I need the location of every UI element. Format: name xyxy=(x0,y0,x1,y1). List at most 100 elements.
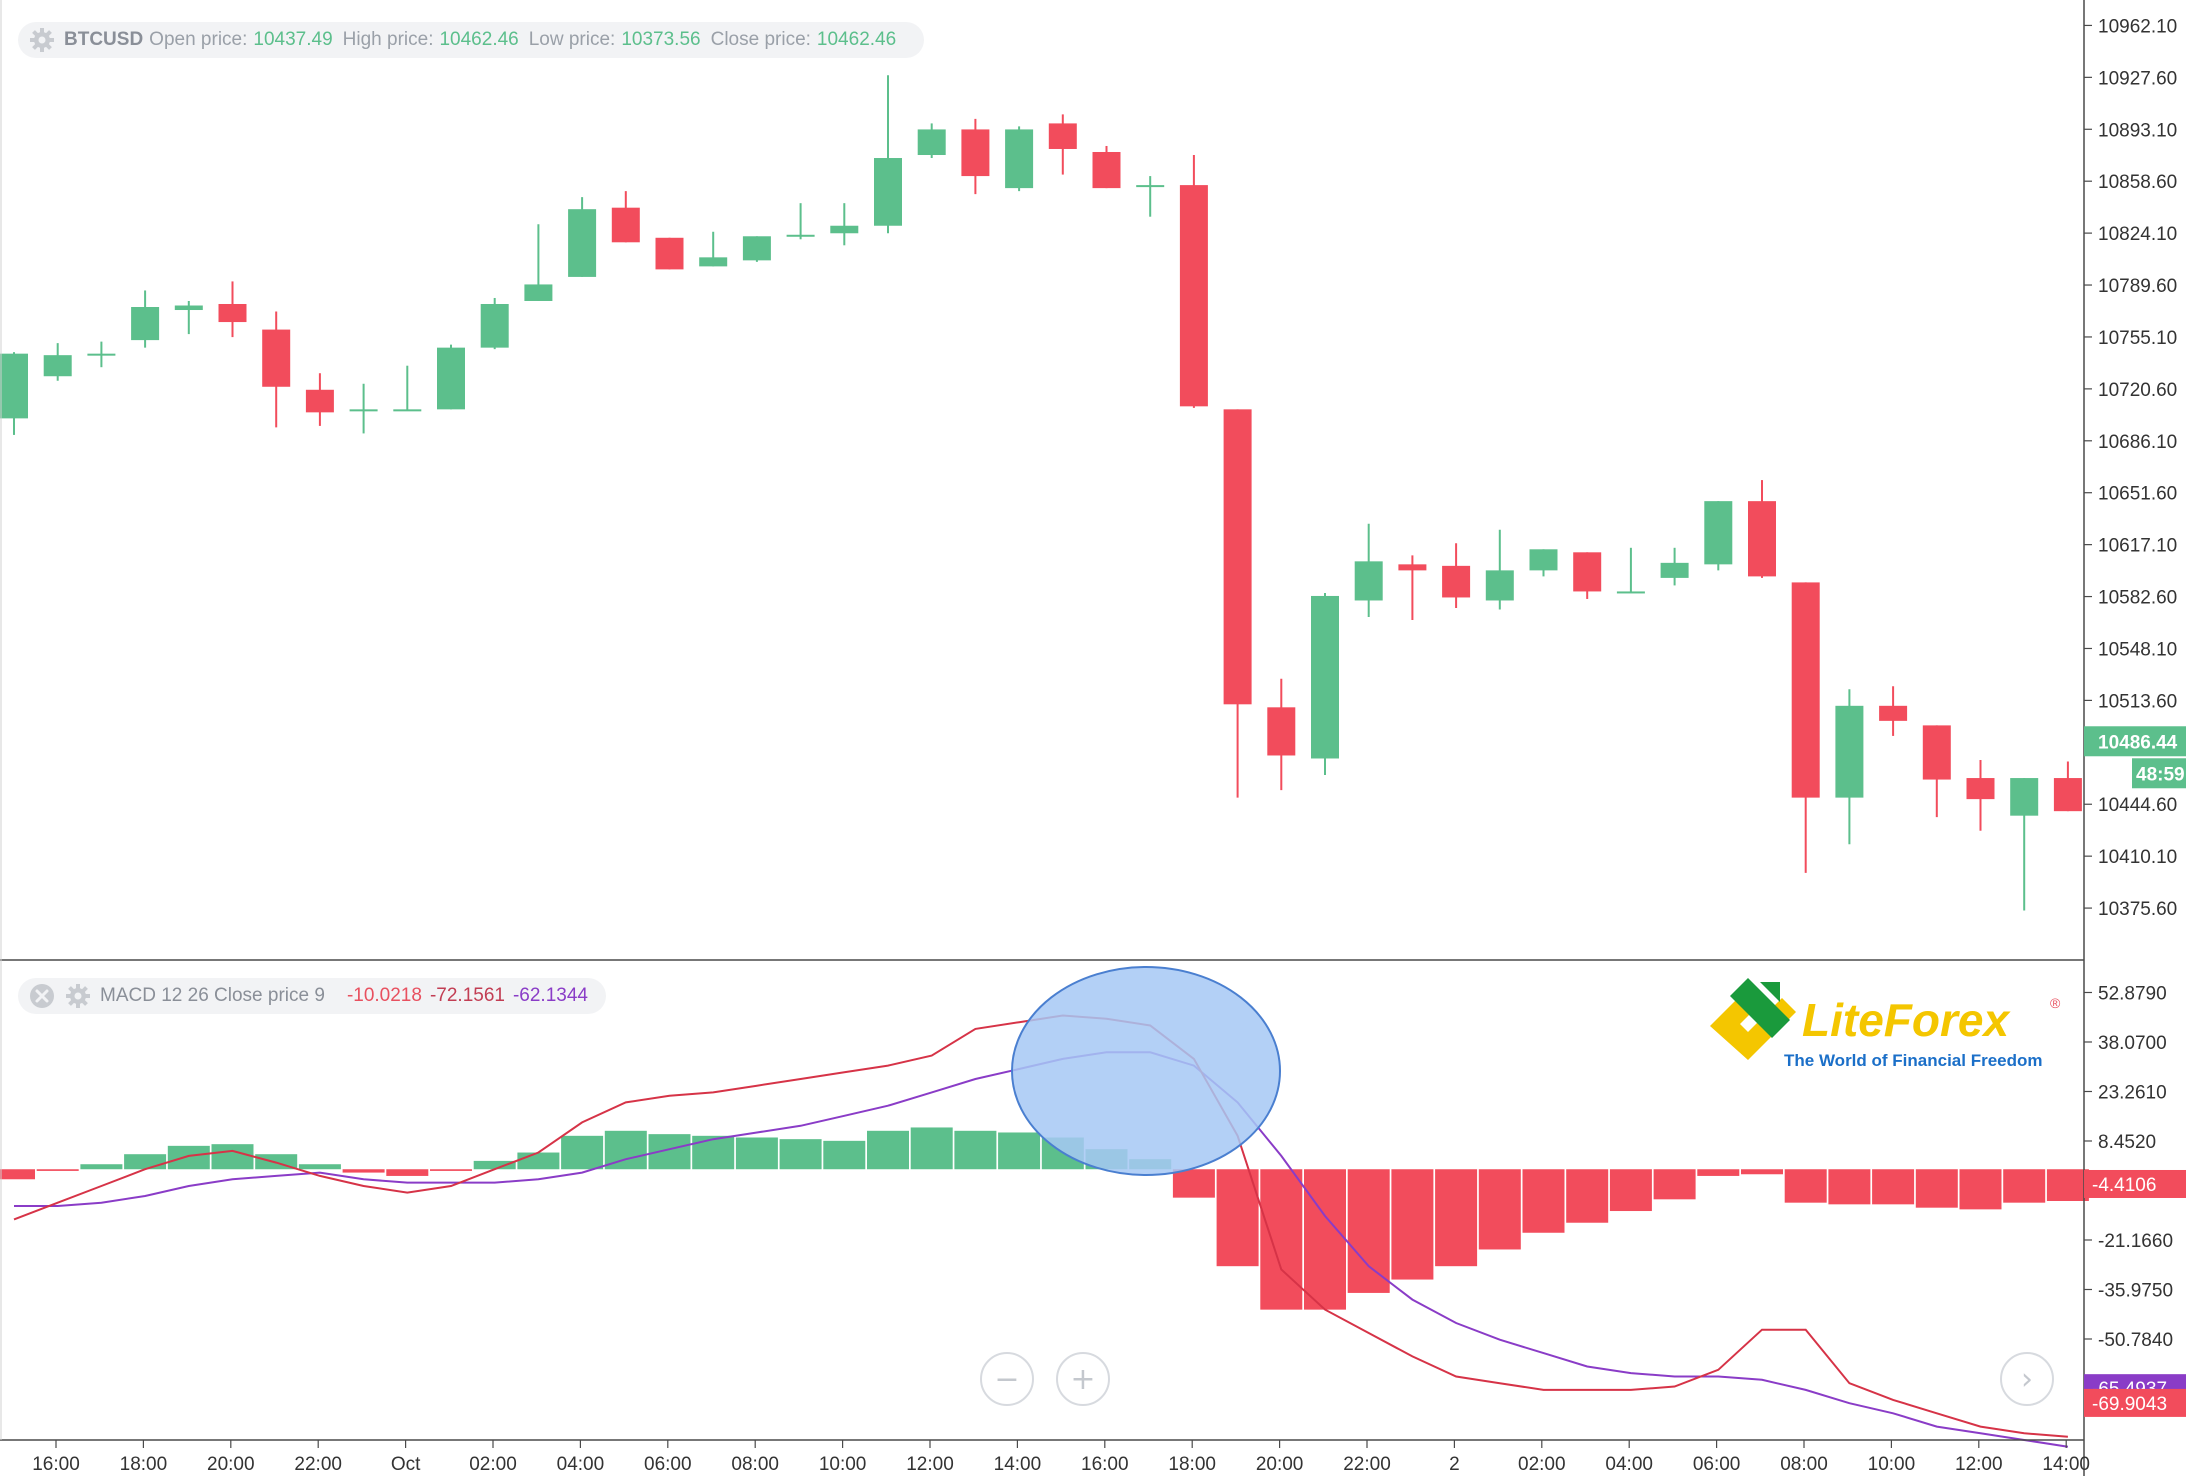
candle-body xyxy=(1748,501,1776,577)
macd-signal-value: -62.1344 xyxy=(512,985,588,1006)
macd-histogram-bar xyxy=(1784,1169,1827,1203)
time-tick-label: 16:00 xyxy=(1081,1454,1129,1475)
price-tick-label: 10410.10 xyxy=(2098,847,2177,868)
candle-body xyxy=(480,303,509,348)
macd-histogram-bar xyxy=(910,1127,953,1170)
liteforex-logo-icon xyxy=(1710,978,1796,1060)
time-tick-label: 16:00 xyxy=(32,1454,80,1475)
current-price-badge xyxy=(2084,726,2186,757)
close-price-value: 10462.46 xyxy=(816,29,897,50)
macd-histogram-bar xyxy=(779,1139,822,1170)
gear-icon[interactable] xyxy=(28,26,56,54)
macd-title: MACD 12 26 Close price 9 xyxy=(100,985,325,1006)
candle-body xyxy=(305,389,334,413)
candle-body xyxy=(218,303,247,323)
macd-histogram-bar xyxy=(1872,1169,1915,1205)
candle-body xyxy=(961,129,990,177)
gear-icon[interactable] xyxy=(64,982,92,1010)
macd-tick-label: -21.1660 xyxy=(2098,1231,2173,1252)
close-price-label: Close price: xyxy=(710,29,811,50)
macd-tick-label: -35.9750 xyxy=(2098,1280,2173,1301)
candle-body xyxy=(1704,501,1733,565)
macd-histogram-bar xyxy=(561,1135,604,1170)
macd-histogram-bar xyxy=(0,1169,35,1180)
candle-body xyxy=(1398,564,1427,571)
crossover-highlight xyxy=(1011,966,1281,1176)
candle-body xyxy=(0,353,28,419)
macd-panel xyxy=(0,966,2089,1448)
symbol-label: BTCUSD xyxy=(64,29,144,50)
plus-icon: + xyxy=(1070,1361,1096,1397)
time-tick-label: 20:00 xyxy=(207,1454,255,1475)
macd-tick-label: 38.0700 xyxy=(2098,1033,2167,1054)
price-tick-label: 10927.60 xyxy=(2098,68,2177,89)
macd-histogram-bar xyxy=(1304,1169,1346,1310)
candle-body xyxy=(262,329,291,387)
countdown-label: 48:59 xyxy=(2136,764,2185,785)
close-icon[interactable] xyxy=(28,982,56,1010)
macd-histogram-bar xyxy=(1347,1169,1390,1293)
candle-body xyxy=(568,209,597,277)
liteforex-tagline: The World of Financial Freedom xyxy=(1784,1051,2043,1070)
scroll-right-button[interactable]: › xyxy=(2000,1352,2054,1406)
candle-body xyxy=(1005,129,1034,189)
price-header: BTCUSD Open price: 10437.49 High price: … xyxy=(18,22,925,58)
price-tick-label: 10548.10 xyxy=(2098,639,2177,660)
macd-histogram-bar xyxy=(517,1152,560,1170)
candle-body xyxy=(349,409,378,412)
price-tick-label: 10617.10 xyxy=(2098,536,2177,557)
candle-body xyxy=(1529,549,1558,571)
macd-histogram-bar xyxy=(1653,1169,1696,1200)
candle-body xyxy=(1966,778,1995,800)
macd-histogram-bar xyxy=(167,1145,210,1170)
time-tick-label: 18:00 xyxy=(1168,1454,1216,1475)
macd-histogram-bar xyxy=(1609,1169,1652,1212)
macd-histogram-bar xyxy=(692,1135,735,1170)
high-price-value: 10462.46 xyxy=(439,29,519,50)
time-tick-label: 22:00 xyxy=(294,1454,342,1475)
macd-histogram-bar xyxy=(36,1169,79,1171)
time-tick-label: 14:00 xyxy=(2042,1454,2090,1475)
candle-body xyxy=(1879,705,1908,721)
macd-histogram-bar xyxy=(954,1130,997,1170)
price-panel xyxy=(0,75,2082,911)
price-tick-label: 10824.10 xyxy=(2098,224,2177,245)
macd-tick-label: -50.7840 xyxy=(2098,1330,2173,1351)
candle-body xyxy=(43,355,72,377)
macd-histogram-bar xyxy=(2003,1169,2046,1203)
candle-body xyxy=(874,158,902,226)
candle-body xyxy=(1442,565,1471,598)
time-tick-label: 04:00 xyxy=(557,1454,605,1475)
macd-value-badge xyxy=(2084,1388,2186,1417)
countdown-badge xyxy=(2132,758,2186,789)
price-tick-label: 10789.60 xyxy=(2098,276,2177,297)
price-tick-label: 10582.60 xyxy=(2098,588,2177,609)
candle-body xyxy=(1573,552,1602,592)
candle-body xyxy=(699,257,728,267)
time-tick-label: 04:00 xyxy=(1605,1454,1653,1475)
registered-mark: ® xyxy=(2050,995,2061,1011)
price-tick-label: 10755.10 xyxy=(2098,328,2177,349)
price-tick-label: 10962.10 xyxy=(2098,16,2177,37)
low-price-label: Low price: xyxy=(528,29,616,50)
macd-histogram-bar xyxy=(867,1130,909,1170)
candle-body xyxy=(1354,561,1383,601)
chevron-right-icon: › xyxy=(2021,1361,2033,1397)
macd-histogram-bar xyxy=(1828,1169,1871,1205)
macd-histogram-bar xyxy=(211,1144,254,1170)
time-tick-label: 08:00 xyxy=(1780,1454,1828,1475)
zoom-in-button[interactable]: + xyxy=(1056,1352,1110,1406)
candle-body xyxy=(2010,778,2039,816)
macd-histogram-bar xyxy=(823,1140,866,1170)
candle-body xyxy=(1791,582,1820,798)
macd-histogram-bar xyxy=(2046,1169,2089,1201)
price-tick-label: 10858.60 xyxy=(2098,172,2177,193)
macd-histogram-bar xyxy=(1959,1169,2002,1210)
candle-body xyxy=(174,305,203,311)
zoom-out-button[interactable]: − xyxy=(980,1352,1034,1406)
candle-body xyxy=(1179,185,1208,407)
macd-histogram-value: -10.0218 xyxy=(346,985,422,1006)
macd-histogram-bar xyxy=(1260,1169,1303,1310)
